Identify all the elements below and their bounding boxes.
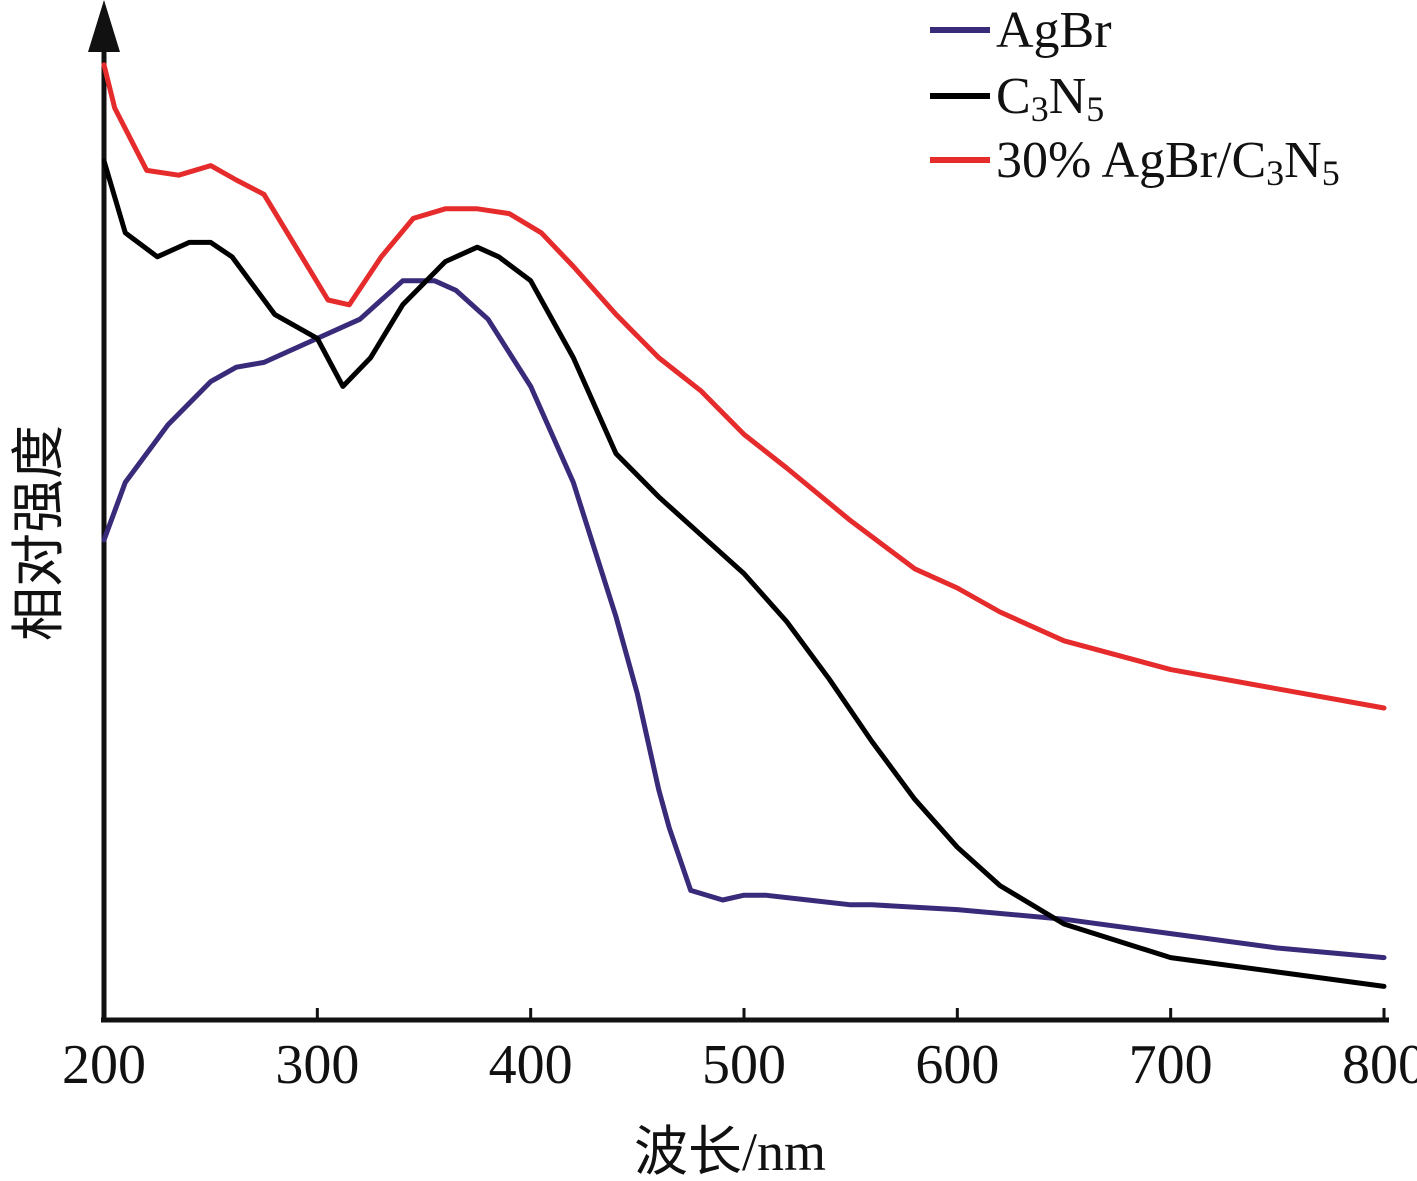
x-tick-label: 400: [489, 1034, 573, 1096]
y-axis-arrow-icon: [88, 0, 120, 52]
series-lines: [101, 62, 1387, 989]
series-line-0: [101, 278, 1387, 961]
x-tick-label: 500: [702, 1034, 786, 1096]
legend-label-1: C3N5: [996, 68, 1104, 129]
x-tick-label: 300: [275, 1034, 359, 1096]
x-tick-label: 600: [915, 1034, 999, 1096]
y-axis-title: 相对强度: [9, 425, 69, 641]
legend-label-2: 30% AgBr/C3N5: [996, 132, 1340, 193]
x-tick-label: 800: [1342, 1034, 1417, 1096]
x-tick-label: 700: [1129, 1034, 1213, 1096]
series-line-2: [101, 62, 1387, 711]
x-tick-label: 200: [62, 1034, 146, 1096]
x-axis-title: 波长/nm: [634, 1122, 826, 1181]
x-ticks: 200 300 400 500 600 700 800: [62, 1008, 1417, 1096]
series-line-1: [101, 158, 1387, 989]
legend-label-0: AgBr: [996, 2, 1112, 59]
